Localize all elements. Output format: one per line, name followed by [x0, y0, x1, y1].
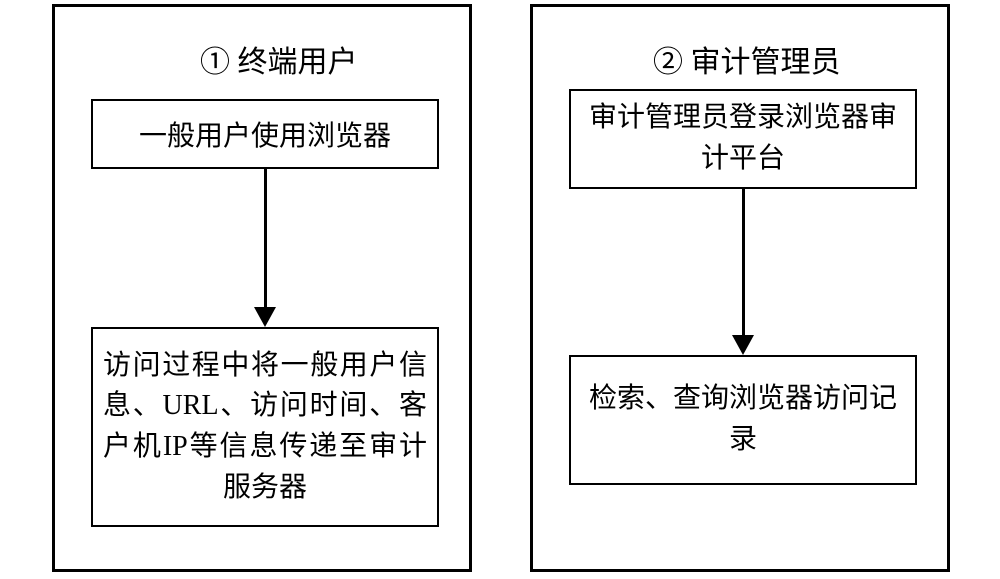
panel-audit-admin: ② 审计管理员 审计管理员登录浏览器审计平台 检索、查询浏览器访问记录 — [530, 4, 950, 572]
box-user-uses-browser: 一般用户使用浏览器 — [91, 99, 439, 169]
box-send-info-to-server-label: 访问过程中将一般用户信息、URL、访问时间、客户机IP等信息传递至审计服务器 — [103, 346, 427, 508]
panel-end-user: ① 终端用户 一般用户使用浏览器 访问过程中将一般用户信息、URL、访问时间、客… — [52, 4, 472, 572]
circled-number-2-icon: ② — [653, 46, 683, 79]
arrow-left-shaft — [264, 169, 267, 307]
panel-end-user-title: ① 终端用户 — [200, 37, 358, 81]
panel-audit-admin-title: ② 审计管理员 — [653, 37, 841, 81]
diagram-canvas: ① 终端用户 一般用户使用浏览器 访问过程中将一般用户信息、URL、访问时间、客… — [0, 0, 1000, 579]
arrow-right-shaft — [742, 189, 745, 335]
circled-number-1-icon: ① — [200, 46, 230, 79]
box-admin-login: 审计管理员登录浏览器审计平台 — [569, 89, 917, 189]
box-query-records-label: 检索、查询浏览器访问记录 — [581, 379, 905, 460]
panel-audit-admin-title-text: 审计管理员 — [691, 46, 841, 79]
box-query-records: 检索、查询浏览器访问记录 — [569, 355, 917, 485]
panel-end-user-title-text: 终端用户 — [238, 46, 358, 79]
box-send-info-to-server: 访问过程中将一般用户信息、URL、访问时间、客户机IP等信息传递至审计服务器 — [91, 327, 439, 527]
box-admin-login-label: 审计管理员登录浏览器审计平台 — [581, 98, 905, 179]
box-user-uses-browser-label: 一般用户使用浏览器 — [139, 114, 391, 154]
arrow-down-icon — [732, 335, 754, 355]
arrow-down-icon — [254, 307, 276, 327]
